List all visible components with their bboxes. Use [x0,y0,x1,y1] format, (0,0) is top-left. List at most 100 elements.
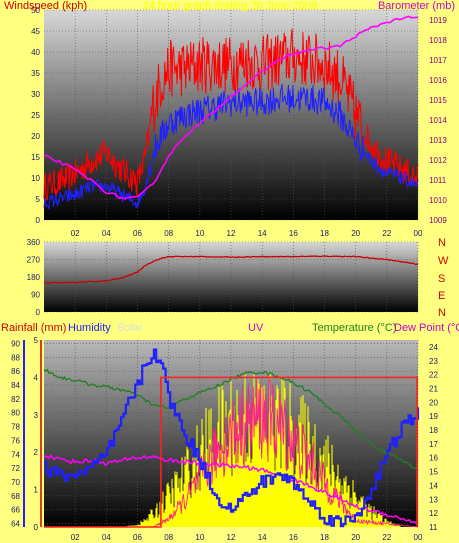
humidity-tick-label: 80 [11,409,20,418]
wind-direction-line [43,255,419,284]
compass-label: N [438,307,446,319]
windspeed-tick-label: 25 [31,111,40,120]
compass-label: S [438,273,445,285]
windspeed-tick-label: 30 [31,90,40,99]
uv-label: UV [248,322,264,334]
humidity-line [44,348,420,528]
series-line [43,83,419,210]
humidity-tick-label: 78 [11,423,20,432]
barometer-tick-label: 1009 [429,216,447,225]
barometer-tick-label: 1016 [429,76,447,85]
humidity-tick-label: 68 [11,492,20,501]
barometer-tick-label: 1017 [429,56,447,65]
dewpoint-label: Dew Point (°C) [394,322,459,334]
temperature-tick-label: 15 [429,468,438,477]
hour-tick-label: 00 [414,229,423,238]
temperature-tick-label: 12 [429,509,438,518]
humidity-tick-label: 86 [11,367,20,376]
hour-tick-label: 12 [227,229,236,238]
hour-tick-label: 20 [351,533,360,542]
direction-tick-label: 270 [27,256,41,265]
barometer-tick-label: 1018 [429,36,447,45]
barometer-tick-label: 1014 [429,116,447,125]
humidity-tick-label: 88 [11,353,20,362]
hour-tick-label: 20 [351,229,360,238]
hour-tick-label: 00 [414,533,423,542]
humidity-tick-label: 82 [11,395,20,404]
temperature-tick-label: 20 [429,398,438,407]
windspeed-tick-label: 50 [31,6,40,15]
temperature-tick-label: 13 [429,495,438,504]
humidity-tick-label: 76 [11,436,20,445]
temperature-tick-label: 14 [429,481,438,490]
temperature-tick-label: 11 [429,523,438,532]
barometer-tick-label: 1015 [429,96,447,105]
hour-tick-label: 22 [382,229,391,238]
humidity-tick-label: 74 [11,450,20,459]
windspeed-tick-label: 15 [31,153,40,162]
direction-tick-label: 180 [27,273,41,282]
humidity-tick-label: 72 [11,464,20,473]
hour-tick-label: 06 [133,533,142,542]
barometer-tick-label: 1010 [429,196,447,205]
rainfall-line [44,376,418,528]
humidity-label: Humidity [68,322,111,334]
direction-grid [44,241,419,313]
hour-tick-label: 06 [133,229,142,238]
hour-tick-label: 10 [195,533,204,542]
windspeed-tick-label: 0 [36,216,41,225]
rain-tick-label: 2 [34,448,39,457]
compass-label: E [438,290,445,302]
barometer-tick-label: 1013 [429,136,447,145]
series-line [43,15,419,200]
temperature-tick-label: 18 [429,426,438,435]
windspeed-tick-label: 20 [31,132,40,141]
compass-label: W [438,255,449,267]
hour-tick-label: 02 [71,229,80,238]
humidity-tick-label: 70 [11,478,20,487]
rain-tick-label: 1 [34,486,39,495]
temperature-tick-label: 24 [429,343,438,352]
climate-series [43,348,420,528]
hour-tick-label: 08 [164,229,173,238]
rain-tick-label: 3 [34,411,39,420]
temperature-tick-label: 16 [429,454,438,463]
barometer-tick-label: 1012 [429,156,447,165]
barometer-tick-label: 1019 [429,16,447,25]
hour-tick-label: 16 [289,533,298,542]
hour-tick-label: 22 [382,533,391,542]
series-line [43,28,419,201]
direction-series [43,255,419,284]
windspeed-tick-label: 45 [31,27,40,36]
windspeed-tick-label: 40 [31,48,40,57]
direction-tick-label: 360 [27,238,41,247]
solar-label: Solar [117,322,143,334]
direction-tick-label: 90 [31,291,40,300]
direction-axis-ticks: 0 90 180 270 360 [27,238,41,317]
temperature-label: Temperature (°C) [312,322,396,334]
temperature-tick-label: 21 [429,384,438,393]
windspeed-tick-label: 35 [31,69,40,78]
hour-tick-label: 04 [102,229,111,238]
temperature-tick-label: 22 [429,371,438,380]
hour-tick-label: 10 [195,229,204,238]
hour-tick-label: 18 [320,533,329,542]
temperature-tick-label: 23 [429,357,438,366]
windspeed-axis-label: Windspeed (kph) [4,0,87,12]
rainfall-label: Rainfall (mm) [1,322,66,334]
hour-tick-label: 02 [71,533,80,542]
rain-tick-label: 4 [34,373,39,382]
hour-tick-label: 16 [289,229,298,238]
hour-tick-label: 14 [258,533,267,542]
humidity-tick-label: 90 [11,339,20,348]
hour-tick-label: 04 [102,533,111,542]
compass-label: N [438,237,446,249]
temperature-tick-label: 19 [429,412,438,421]
rain-tick-label: 5 [34,336,39,345]
humidity-tick-label: 64 [11,520,20,529]
barometer-axis-label: Barometer (mb) [378,0,455,12]
temperature-tick-label: 17 [429,440,438,449]
humidity-tick-label: 84 [11,381,20,390]
